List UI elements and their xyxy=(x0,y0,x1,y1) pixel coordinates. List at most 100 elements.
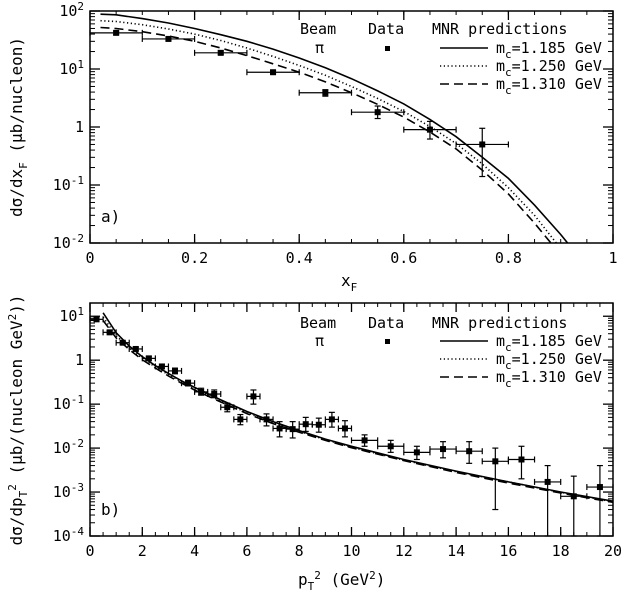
legend-pred-header: MNR predictions xyxy=(432,314,567,332)
data-marker xyxy=(158,363,165,370)
panel-a-ylabel: dσ/dxF​ (μb/nucleon) xyxy=(7,37,30,217)
data-point xyxy=(311,417,326,433)
data-marker xyxy=(466,448,473,455)
data-point xyxy=(141,35,196,42)
legend-pred-header: MNR predictions xyxy=(432,20,567,38)
legend-data-header: Data xyxy=(368,20,404,38)
y-tick-label: 10-3​ xyxy=(53,481,84,501)
panel-a: 0 0.2 0.4 0.6 0.8 1 10-2​ 10-1​ 1 101​ 102​ Beam D… xyxy=(7,0,618,294)
data-marker xyxy=(492,458,499,465)
data-point xyxy=(337,420,353,438)
legend-beam-pi: π xyxy=(315,332,324,350)
curve-solid xyxy=(100,13,569,243)
data-point xyxy=(377,439,405,453)
data-point xyxy=(89,316,104,323)
panel-b: 0 2 4 6 8 10 12 14 16 18 20 10-4​ 10-3​ 10-2​ 10-1​ 1 10… xyxy=(6,294,622,593)
x-tick-label: 12 xyxy=(395,542,413,560)
legend-entry-label: mc​=1.185 GeV xyxy=(496,39,602,61)
data-point xyxy=(128,345,143,352)
curve-dashed xyxy=(102,320,613,504)
data-marker xyxy=(185,380,192,387)
x-tick-label: 18 xyxy=(552,542,570,560)
legend-data-marker xyxy=(385,46,390,51)
x-tick-label: 20 xyxy=(604,542,622,560)
data-marker xyxy=(328,416,335,423)
data-marker xyxy=(165,35,172,42)
legend-entry-label: mc​=1.185 GeV xyxy=(496,332,602,354)
x-tick-label: 4 xyxy=(190,542,199,560)
legend-entry-label: mc​=1.250 GeV xyxy=(496,57,602,79)
data-marker xyxy=(518,456,525,463)
panel-a-xlabel: xF​ xyxy=(341,271,357,294)
data-marker xyxy=(276,425,283,432)
data-marker xyxy=(211,391,218,398)
x-tick-label: 0.6 xyxy=(390,249,417,267)
data-marker xyxy=(596,484,603,491)
data-marker xyxy=(544,478,551,485)
data-point xyxy=(102,329,117,336)
legend-beam-header: Beam xyxy=(300,20,336,38)
data-point xyxy=(141,355,156,362)
panel-a-legend: Beam Data MNR predictions π mc​=1.185 Ge… xyxy=(300,20,602,97)
legend-data-header: Data xyxy=(368,314,404,332)
y-tick-label: 10-2​ xyxy=(53,437,84,457)
x-tick-label: 0.4 xyxy=(286,249,313,267)
panel-a-ticks: 0 0.2 0.4 0.6 0.8 1 10-2​ 10-1​ 1 101​ 102​ xyxy=(53,0,618,267)
data-point xyxy=(233,413,248,426)
legend-beam-header: Beam xyxy=(300,314,336,332)
data-point xyxy=(194,49,248,56)
x-tick-label: 8 xyxy=(295,542,304,560)
data-point xyxy=(507,445,536,480)
data-marker xyxy=(413,449,420,456)
data-marker xyxy=(171,367,178,374)
data-point xyxy=(207,389,222,399)
y-tick-label: 102​ xyxy=(59,0,84,20)
x-tick-label: 1 xyxy=(608,249,617,267)
legend-entry-label: mc​=1.310 GeV xyxy=(496,368,602,390)
curve-dashed xyxy=(100,26,552,243)
x-tick-label: 16 xyxy=(499,542,517,560)
data-point xyxy=(220,402,235,413)
data-marker xyxy=(479,141,486,148)
data-marker xyxy=(270,69,277,76)
data-marker xyxy=(361,437,368,444)
panel-a-data-points xyxy=(89,29,509,178)
data-point xyxy=(246,389,261,405)
x-tick-label: 10 xyxy=(342,542,360,560)
data-point xyxy=(115,339,130,346)
curve-dotted xyxy=(100,19,558,243)
data-marker xyxy=(387,443,394,450)
data-marker xyxy=(113,29,120,36)
x-tick-label: 0.8 xyxy=(495,249,522,267)
x-tick-label: 0 xyxy=(85,542,94,560)
data-marker xyxy=(237,416,244,423)
data-marker xyxy=(315,421,322,428)
data-point xyxy=(403,445,431,461)
data-marker xyxy=(224,404,231,411)
data-point xyxy=(350,105,405,120)
data-marker xyxy=(570,493,577,500)
data-marker xyxy=(132,345,139,352)
data-marker xyxy=(119,339,126,346)
data-marker xyxy=(217,49,224,56)
data-point xyxy=(259,413,274,427)
legend-beam-pi: π xyxy=(315,39,324,57)
y-tick-label: 1 xyxy=(75,118,84,136)
data-point xyxy=(167,367,183,375)
y-tick-label: 10-2​ xyxy=(53,232,84,252)
data-point xyxy=(324,411,340,428)
x-tick-label: 6 xyxy=(242,542,251,560)
data-point xyxy=(560,475,588,537)
data-point xyxy=(89,29,143,36)
data-marker xyxy=(93,316,100,323)
data-point xyxy=(455,441,483,464)
data-point xyxy=(298,416,313,432)
legend-data-marker xyxy=(385,339,390,344)
y-tick-label: 10-1​ xyxy=(53,393,84,413)
data-marker xyxy=(374,109,381,116)
data-marker xyxy=(341,425,348,432)
data-point xyxy=(429,441,457,459)
data-marker xyxy=(263,416,270,423)
data-point xyxy=(180,379,196,387)
